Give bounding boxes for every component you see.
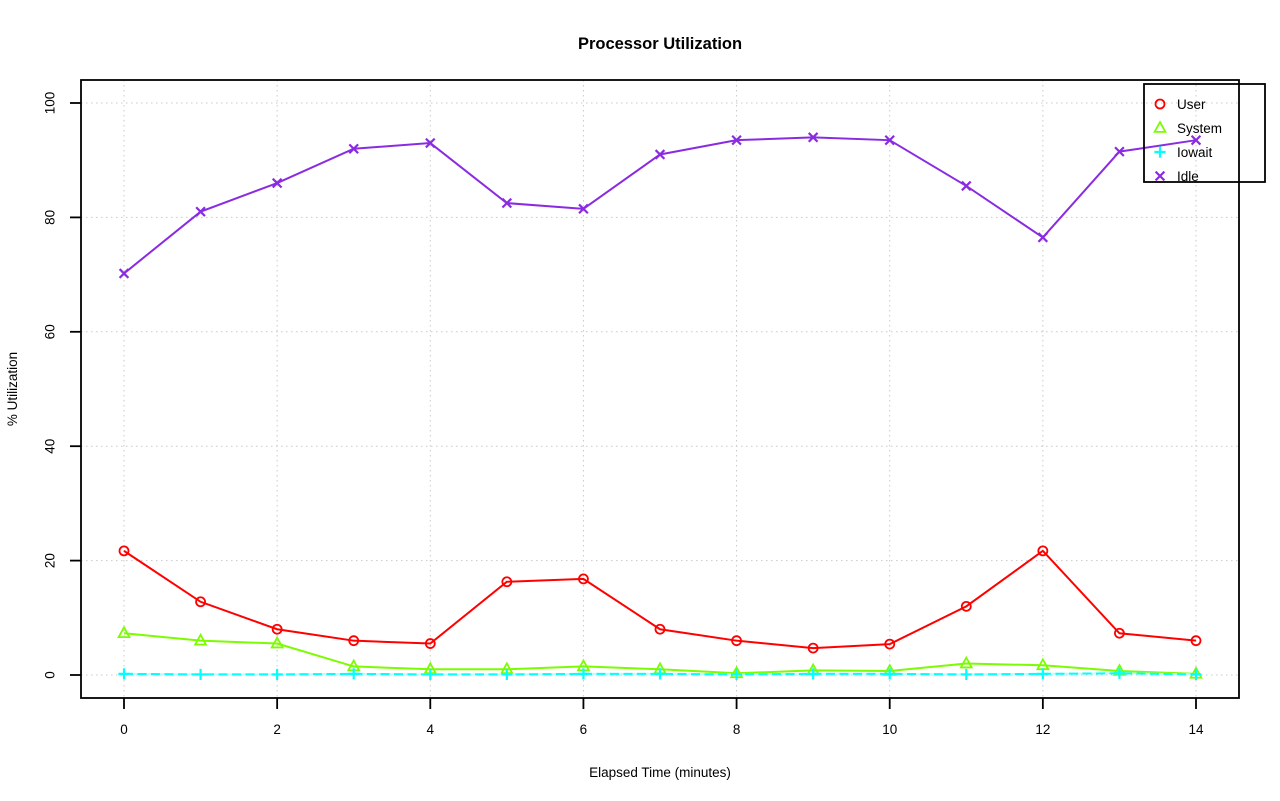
marker-iowait <box>271 668 283 681</box>
gridlines-layer <box>81 80 1239 698</box>
legend-label-idle: Idle <box>1177 169 1199 184</box>
plot-border <box>80 79 1240 699</box>
legend-layer: User System Iowait Idle <box>1143 83 1266 184</box>
legend-label-user: User <box>1177 97 1206 112</box>
marker-idle <box>118 268 130 279</box>
marker-iowait <box>118 668 130 680</box>
marker-user <box>731 635 742 647</box>
marker-user <box>501 576 513 588</box>
y-tick-label: 20 <box>43 553 58 568</box>
marker-user <box>424 638 436 649</box>
marker-user <box>578 573 589 585</box>
marker-user <box>1114 627 1125 639</box>
y-axis-title: % Utilization <box>5 352 20 426</box>
marker-idle <box>271 177 283 189</box>
marker-idle <box>884 135 895 146</box>
series-line-idle <box>123 136 1197 275</box>
legend-marker-idle <box>1154 170 1166 182</box>
marker-system <box>959 655 974 669</box>
marker-idle <box>348 143 359 154</box>
series-layer <box>117 132 1203 681</box>
y-tick-label: 0 <box>43 671 58 679</box>
marker-idle <box>731 135 742 146</box>
marker-idle <box>807 132 819 143</box>
marker-idle <box>1037 232 1049 243</box>
marker-system <box>117 625 131 639</box>
marker-user <box>1190 635 1202 647</box>
marker-idle <box>195 206 206 217</box>
series-line-iowait <box>123 672 1197 676</box>
marker-idle <box>654 149 666 160</box>
marker-iowait <box>424 668 436 681</box>
marker-iowait <box>807 668 819 680</box>
marker-iowait <box>348 668 360 680</box>
legend-marker-iowait <box>1154 146 1166 158</box>
marker-user <box>348 635 360 647</box>
marker-user <box>271 623 283 635</box>
y-tick-label: 40 <box>43 439 58 454</box>
marker-idle <box>501 197 513 209</box>
series-line-user <box>123 549 1197 650</box>
marker-user <box>1037 545 1049 557</box>
series-line-system <box>123 632 1197 675</box>
x-tick-label: 14 <box>1188 722 1204 737</box>
x-tick-label: 8 <box>733 722 741 737</box>
marker-iowait <box>1190 668 1202 681</box>
marker-user <box>118 545 130 557</box>
legend-marker-user <box>1154 98 1166 110</box>
x-tick-label: 4 <box>427 722 435 737</box>
legend-box <box>1143 83 1266 183</box>
x-tick-label: 2 <box>273 722 281 737</box>
marker-iowait <box>1113 667 1126 679</box>
marker-idle <box>961 180 972 192</box>
x-tick-label: 0 <box>120 722 128 737</box>
marker-iowait <box>577 668 590 680</box>
legend-label-iowait: Iowait <box>1177 145 1213 160</box>
y-tick-label: 100 <box>43 92 58 115</box>
marker-user <box>195 596 206 608</box>
marker-idle <box>1114 146 1125 157</box>
marker-iowait <box>884 668 896 680</box>
marker-user <box>654 623 666 635</box>
x-tick-label: 10 <box>882 722 897 737</box>
legend-marker-system <box>1153 120 1167 133</box>
marker-idle <box>578 203 589 214</box>
y-tick-label: 80 <box>43 210 58 225</box>
marker-iowait <box>960 668 972 681</box>
x-axis-title: Elapsed Time (minutes) <box>589 765 731 780</box>
marker-idle <box>425 137 436 149</box>
marker-iowait <box>501 668 513 681</box>
x-tick-label: 6 <box>580 722 588 737</box>
marker-system <box>270 635 285 649</box>
marker-iowait <box>194 668 207 681</box>
marker-iowait <box>654 668 666 680</box>
marker-user <box>960 600 972 612</box>
marker-user <box>807 642 819 654</box>
y-tick-label: 60 <box>43 324 58 339</box>
marker-user <box>884 638 896 650</box>
marker-iowait <box>1037 668 1049 680</box>
marker-system <box>193 632 208 646</box>
marker-idle <box>1190 135 1202 146</box>
chart-title: Processor Utilization <box>578 35 742 53</box>
legend-label-system: System <box>1177 121 1222 136</box>
x-tick-label: 12 <box>1035 722 1050 737</box>
axes-layer: 0 2 4 6 8 10 12 14 0 20 40 60 80 100 <box>43 79 1240 737</box>
marker-iowait <box>730 668 743 681</box>
